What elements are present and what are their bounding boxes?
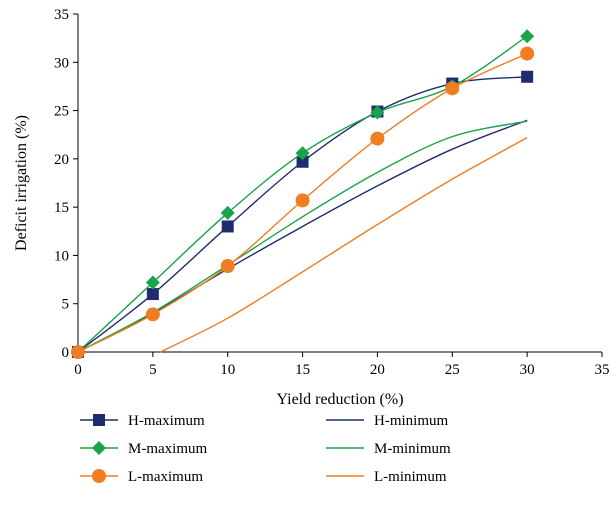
data-point xyxy=(295,193,310,208)
legend: H-maximum M-maximum L-maximum H-minimum M-mi… xyxy=(80,413,451,485)
legend-label: L-minimum xyxy=(374,469,447,485)
data-point xyxy=(145,275,160,290)
x-tick-label: 0 xyxy=(74,362,82,378)
legend-label: M-maximum xyxy=(128,441,207,457)
data-point xyxy=(521,70,534,83)
data-point xyxy=(370,105,385,120)
x-tick-label: 10 xyxy=(220,362,235,378)
y-tick-label: 15 xyxy=(54,200,69,216)
x-tick-label: 5 xyxy=(149,362,157,378)
data-point xyxy=(220,259,235,274)
x-tick-label: 30 xyxy=(520,362,535,378)
data-point xyxy=(221,220,234,233)
data-point xyxy=(520,46,535,61)
series-l-minimum xyxy=(160,136,528,353)
data-point xyxy=(145,307,160,322)
y-tick-label: 5 xyxy=(62,297,70,313)
data-point xyxy=(220,205,235,220)
legend-swatch-marker xyxy=(93,414,105,426)
data-point xyxy=(71,345,85,359)
legend-label: H-maximum xyxy=(128,413,205,429)
x-axis-title: Yield reduction (%) xyxy=(276,391,403,408)
legend-label: H-minimum xyxy=(374,413,448,429)
y-tick-label: 10 xyxy=(54,248,69,264)
x-tick-label: 25 xyxy=(445,362,460,378)
data-point xyxy=(146,288,159,301)
data-point xyxy=(445,81,460,96)
x-tick-label: 15 xyxy=(295,362,310,378)
legend-item: M-minimum xyxy=(326,441,451,457)
legend-item: M-maximum xyxy=(80,441,207,457)
legend-label: L-maximum xyxy=(128,469,203,485)
y-tick-label: 20 xyxy=(54,152,69,168)
series-layer xyxy=(71,29,535,359)
legend-swatch-marker xyxy=(92,469,106,483)
y-tick-label: 0 xyxy=(62,345,70,361)
data-point xyxy=(296,155,309,168)
data-point xyxy=(295,146,310,161)
y-tick-label: 25 xyxy=(54,104,69,120)
series-line xyxy=(77,76,528,353)
data-point xyxy=(520,29,535,44)
legend-label: M-minimum xyxy=(374,441,451,457)
legend-item: H-maximum xyxy=(80,413,205,429)
y-axis-title: Deficit irrigation (%) xyxy=(13,115,30,251)
data-point xyxy=(370,131,385,146)
x-tick-label: 20 xyxy=(370,362,385,378)
y-tick-label: 35 xyxy=(54,7,69,23)
y-tick-label: 30 xyxy=(54,55,69,71)
legend-item: L-maximum xyxy=(80,469,203,485)
legend-item: H-minimum xyxy=(326,413,448,429)
axes: 0 5 10 15 20 25 30 35 0 5 10 15 20 25 30 35 xyxy=(54,7,610,378)
series-h-maximum xyxy=(72,70,534,358)
x-tick-label: 35 xyxy=(595,362,610,378)
legend-item: L-minimum xyxy=(326,469,447,485)
series-l-maximum xyxy=(71,46,535,359)
legend-swatch-marker xyxy=(92,441,106,455)
series-line xyxy=(160,136,528,353)
